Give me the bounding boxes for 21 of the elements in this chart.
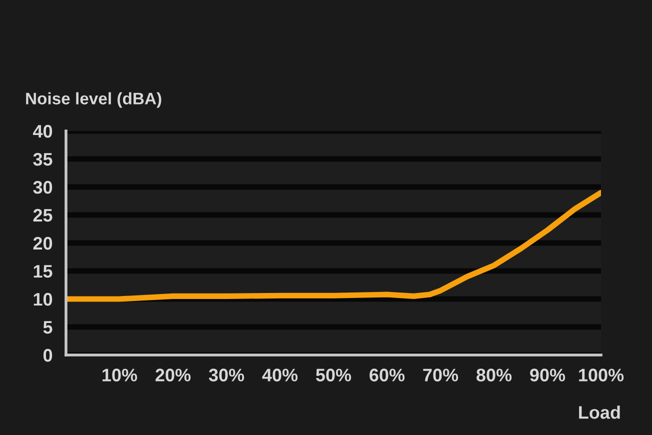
y-tick-label: 40	[33, 124, 52, 138]
x-tick-label: 50%	[316, 368, 352, 382]
y-tick-label: 20	[33, 236, 52, 250]
x-tick-label: 60%	[370, 368, 405, 382]
x-tick-label: 20%	[156, 368, 191, 382]
x-tick-label: 30%	[208, 368, 244, 382]
x-tick-label: 70%	[423, 368, 458, 382]
y-axis-title: Noise level (dBA)	[26, 92, 162, 108]
y-tick-label: 15	[34, 265, 52, 278]
y-tick-label: 5	[43, 321, 52, 334]
y-tick-label: 10	[34, 292, 52, 306]
y-tick-label: 35	[33, 152, 52, 166]
x-tick-label: 90%	[530, 368, 566, 382]
x-tick-label: 80%	[476, 368, 512, 382]
y-tick-label: 30	[33, 180, 52, 194]
x-tick-label: 100%	[579, 368, 624, 382]
x-tick-label: 10%	[102, 368, 138, 382]
y-tick-label: 25	[33, 208, 52, 222]
x-axis-title: Load	[579, 406, 620, 419]
y-tick-label: 0	[43, 348, 52, 362]
x-tick-label: 40%	[262, 368, 298, 382]
